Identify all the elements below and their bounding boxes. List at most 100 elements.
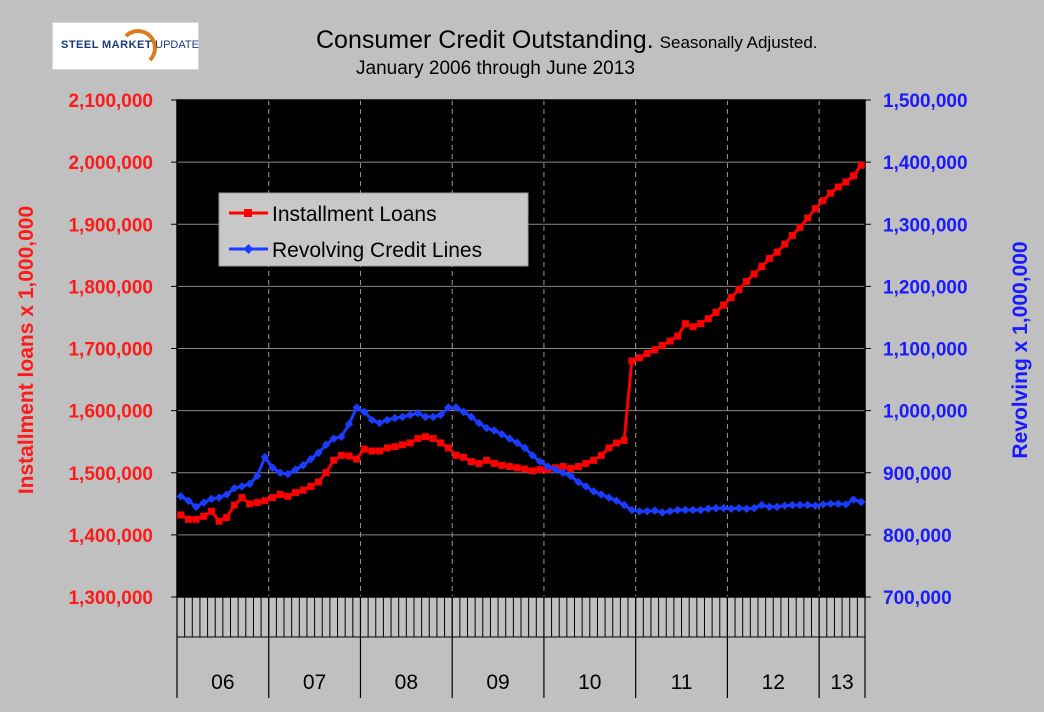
- installment-point: [811, 205, 819, 213]
- revolving-point: [237, 482, 247, 491]
- installment-point: [460, 453, 468, 461]
- revolving-point: [528, 451, 537, 460]
- installment-point: [200, 512, 208, 520]
- revolving-point: [543, 462, 552, 471]
- installment-point: [773, 248, 781, 256]
- installment-point: [567, 464, 575, 472]
- revolving-point: [688, 505, 698, 515]
- revolving-point: [719, 503, 728, 513]
- revolving-point: [329, 434, 338, 443]
- installment-point: [796, 223, 804, 231]
- installment-point: [276, 490, 284, 498]
- revolving-point: [245, 479, 254, 489]
- revolving-point: [520, 443, 530, 453]
- legend-marker: [244, 209, 252, 217]
- revolving-point: [321, 440, 331, 450]
- installment-point: [521, 465, 529, 473]
- revolving-point: [222, 490, 231, 499]
- revolving-point: [283, 469, 293, 479]
- revolving-point: [574, 477, 583, 487]
- installment-point: [834, 183, 842, 191]
- revolving-point: [711, 503, 721, 513]
- revolving-point: [207, 494, 216, 504]
- y-left-tick-label: 1,700,000: [68, 340, 153, 361]
- revolving-point: [337, 432, 346, 441]
- installment-point: [513, 464, 521, 472]
- revolving-point: [275, 468, 285, 477]
- revolving-point: [367, 415, 377, 425]
- installment-point: [299, 486, 307, 494]
- installment-point: [850, 172, 858, 180]
- revolving-point: [214, 493, 224, 502]
- installment-point: [307, 482, 315, 490]
- y-right-tick-label: 1,200,000: [883, 277, 968, 298]
- installment-point: [658, 341, 666, 349]
- installment-point: [437, 439, 445, 447]
- revolving-point: [788, 500, 797, 510]
- revolving-point: [375, 418, 384, 428]
- revolving-point: [505, 434, 514, 443]
- x-tick-label: 09: [486, 671, 509, 694]
- revolving-point: [658, 508, 667, 517]
- installment-point: [399, 441, 407, 449]
- revolving-point: [436, 410, 445, 420]
- x-tick-label: 11: [671, 671, 693, 694]
- revolving-point: [230, 484, 239, 493]
- installment-point: [765, 254, 773, 262]
- y-left-tick-label: 1,600,000: [68, 402, 153, 423]
- revolving-point: [734, 503, 744, 513]
- installment-point: [750, 270, 758, 278]
- installment-point: [246, 500, 254, 508]
- steel-market-update-logo: STEEL MARKET UPDATE: [52, 22, 199, 70]
- installment-point: [559, 463, 567, 471]
- y-left-tick-label: 2,100,000: [68, 91, 153, 112]
- revolving-point: [459, 407, 468, 417]
- installment-point: [582, 459, 590, 467]
- revolving-point: [704, 504, 713, 514]
- revolving-point: [176, 492, 186, 501]
- installment-point: [712, 308, 720, 316]
- revolving-point: [780, 501, 789, 510]
- x-tick-label: 08: [395, 671, 418, 694]
- installment-point: [368, 447, 376, 455]
- revolving-point: [268, 463, 277, 473]
- revolving-point: [826, 499, 835, 509]
- revolving-point: [681, 505, 690, 515]
- revolving-point: [795, 500, 805, 510]
- revolving-point: [184, 496, 193, 505]
- y-right-tick-label: 700,000: [883, 588, 952, 609]
- revolving-point: [581, 482, 591, 491]
- revolving-point: [604, 493, 614, 502]
- installment-point: [421, 433, 429, 441]
- y-left-tick-label: 1,300,000: [68, 588, 153, 609]
- installment-point: [697, 320, 705, 328]
- installment-point: [574, 463, 582, 471]
- revolving-point: [589, 487, 598, 496]
- installment-point: [322, 469, 330, 477]
- y-left-tick-label: 1,800,000: [68, 277, 153, 298]
- installment-point: [781, 240, 789, 248]
- revolving-point: [803, 500, 812, 510]
- chart-title-note: Seasonally Adjusted.: [659, 33, 818, 52]
- y-right-tick-label: 800,000: [883, 526, 952, 547]
- revolving-point: [757, 500, 767, 510]
- installment-point: [536, 466, 544, 474]
- logo-text: STEEL MARKET UPDATE: [61, 39, 199, 51]
- installment-point: [223, 513, 231, 521]
- revolving-point: [474, 418, 484, 428]
- revolving-point: [314, 448, 323, 458]
- revolving-point: [497, 429, 507, 439]
- revolving-point: [551, 465, 560, 474]
- installment-point: [184, 515, 192, 523]
- installment-point: [383, 444, 391, 452]
- revolving-point: [253, 471, 262, 481]
- installment-point: [651, 346, 659, 354]
- installment-point: [192, 515, 200, 523]
- legend-marker: [243, 244, 254, 254]
- installment-point: [291, 489, 299, 497]
- installment-point: [720, 301, 728, 309]
- installment-point: [613, 439, 621, 447]
- revolving-point: [535, 457, 545, 466]
- installment-point: [467, 458, 475, 466]
